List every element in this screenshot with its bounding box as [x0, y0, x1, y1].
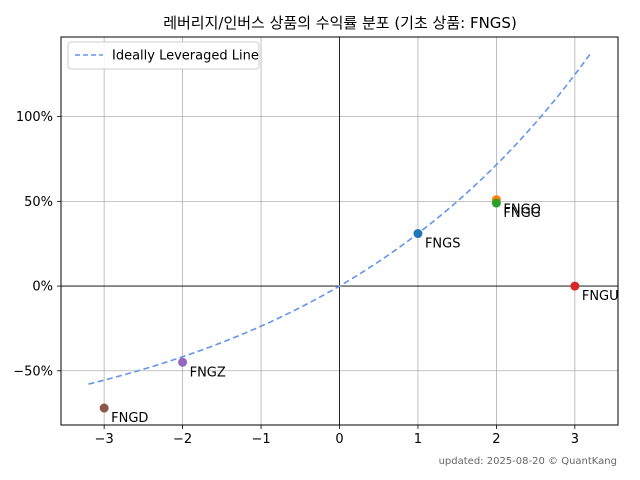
ideal-leveraged-line: [88, 52, 592, 385]
data-label-fngz: FNGZ: [190, 365, 226, 380]
data-label-fngg: FNGG: [503, 206, 540, 221]
y-tick-label: 0%: [32, 280, 53, 295]
footer-credit: updated: 2025-08-20 © QuantKang: [439, 456, 617, 467]
legend: Ideally Leveraged Line: [67, 41, 260, 70]
plot-frame: [60, 36, 619, 426]
x-tick-label: −1: [251, 432, 270, 447]
chart-title: 레버리지/인버스 상품의 수익률 분포 (기초 상품: FNGS): [163, 14, 517, 32]
ideal-line-layer: [88, 52, 592, 385]
y-tick-label: −50%: [13, 364, 53, 379]
x-tick-label: 0: [335, 432, 343, 447]
x-tick-label: 2: [492, 432, 500, 447]
ticks: −3 −2 −1 0 1 2 3 −50% 0% 50% 100%: [13, 110, 579, 447]
data-point-fngs: [413, 229, 423, 239]
legend-box: [67, 41, 260, 70]
legend-label: Ideally Leveraged Line: [112, 49, 259, 64]
data-point-fngz: [178, 357, 188, 367]
x-tick-label: −2: [173, 432, 192, 447]
data-point-fngd: [99, 403, 109, 413]
y-tick-label: 50%: [24, 195, 53, 210]
x-tick-label: 1: [414, 432, 422, 447]
x-tick-label: 3: [571, 432, 579, 447]
data-label-fngu: FNGU: [582, 289, 619, 304]
data-label-fngs: FNGS: [425, 237, 461, 252]
y-tick-label: 100%: [16, 110, 53, 125]
data-point-fngg: [491, 198, 501, 208]
x-tick-label: −3: [95, 432, 114, 447]
data-label-fngd: FNGD: [111, 411, 148, 426]
data-point-fngu: [570, 281, 580, 291]
data-label-fngo: FNGO: [503, 203, 541, 218]
